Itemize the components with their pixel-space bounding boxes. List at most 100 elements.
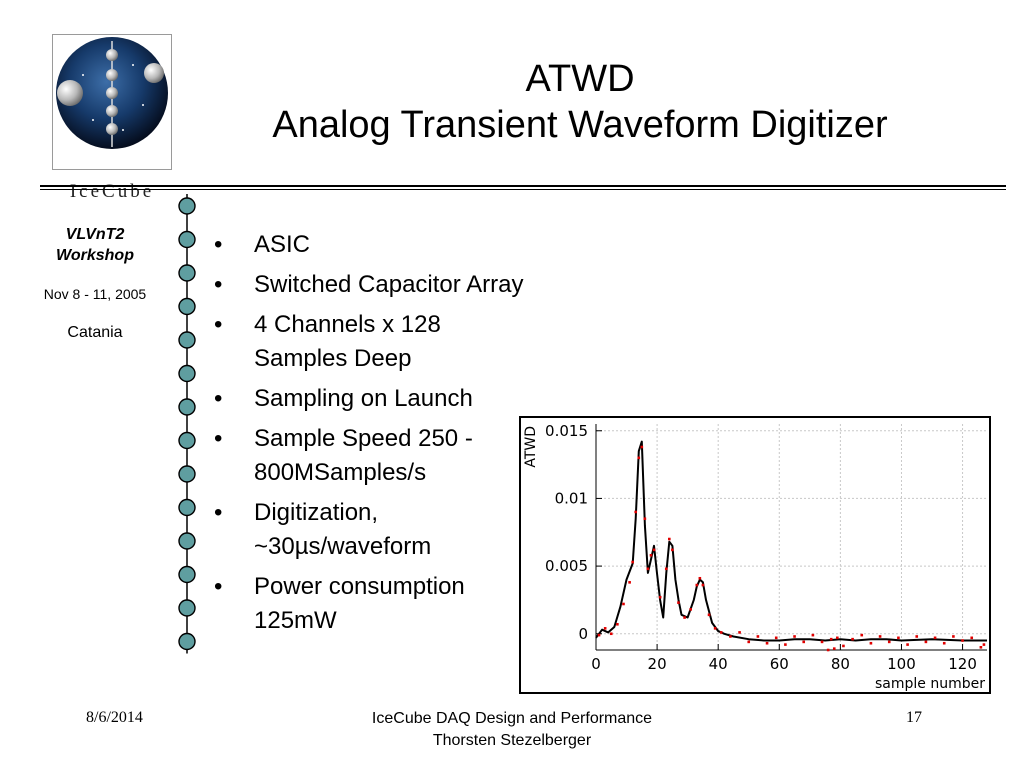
data-point <box>756 635 760 638</box>
footer-presentation-title: IceCube DAQ Design and Performance <box>371 710 653 727</box>
workshop-name-line-2: Workshop <box>56 247 134 264</box>
dom-string-icon <box>178 194 196 654</box>
footer-author: Thorsten Stezelberger <box>432 732 592 749</box>
y-tick-label: 0.015 <box>545 422 588 440</box>
data-point <box>631 560 634 564</box>
x-tick-label: 0 <box>591 655 601 673</box>
title-line-1: ATWD <box>525 58 635 100</box>
data-point <box>829 637 833 641</box>
data-point <box>738 631 741 634</box>
atwd-waveform-plot: 0 20 40 60 80 100 120 0 0.005 0.01 0.015 sample num… <box>519 416 991 694</box>
dom-node-icon <box>178 632 196 651</box>
data-point <box>851 637 854 641</box>
dom-string-decoration <box>170 190 204 665</box>
data-point <box>887 640 891 644</box>
data-point <box>924 640 928 644</box>
dom-node-icon <box>178 264 196 282</box>
data-point <box>765 641 769 645</box>
data-point <box>747 640 751 644</box>
data-point <box>774 636 778 640</box>
data-point <box>933 636 937 640</box>
data-point <box>664 567 668 571</box>
icecube-globe-icon <box>56 37 168 149</box>
data-point <box>915 635 919 638</box>
data-point <box>906 643 909 646</box>
data-point <box>640 445 644 449</box>
data-point <box>658 595 662 599</box>
data-point <box>842 644 845 648</box>
data-point <box>637 456 641 460</box>
dom-node-icon <box>178 465 196 483</box>
footer-center: IceCube DAQ Design and Performance Thors… <box>312 708 712 752</box>
bullet-item: 4 Channels x 128 Samples Deep <box>214 308 524 376</box>
data-point <box>634 510 638 514</box>
data-point <box>646 567 650 571</box>
data-point <box>820 640 824 644</box>
dom-node-icon <box>178 431 196 450</box>
bullet-item: Switched Capacitor Array <box>214 268 524 302</box>
data-point <box>897 636 900 640</box>
dom-node-icon <box>178 398 196 416</box>
workshop-name: VLVnT2 Workshop <box>22 224 168 266</box>
data-point <box>979 645 983 649</box>
data-point <box>677 601 680 604</box>
x-tick-label: 20 <box>648 655 667 673</box>
data-point <box>832 647 836 650</box>
data-point <box>860 633 864 637</box>
data-point <box>652 548 656 552</box>
x-tick-label: 80 <box>831 655 850 673</box>
data-point <box>671 548 674 552</box>
dom-node-icon <box>178 230 196 249</box>
dom-node-icon <box>178 297 196 316</box>
y-axis-label: ATWD <box>523 426 539 468</box>
data-point <box>719 631 723 634</box>
title-divider-thin <box>40 189 1006 190</box>
slide-title: ATWD Analog Transient Waveform Digitizer <box>180 56 980 148</box>
bullet-item: Digitization, ~30µs/waveform <box>214 496 524 564</box>
series-fit-line <box>595 440 987 642</box>
y-tick-label: 0.005 <box>545 557 588 575</box>
workshop-dates: Nov 8 - 11, 2005 <box>43 286 147 302</box>
data-point <box>683 616 686 619</box>
bullet-item: ASIC <box>214 228 524 262</box>
dom-node-icon <box>178 532 196 550</box>
data-point <box>982 643 986 646</box>
data-point <box>961 639 964 642</box>
data-point <box>970 636 974 640</box>
data-point <box>649 553 653 557</box>
bullet-list: ASIC Switched Capacitor Array 4 Channels… <box>214 228 524 644</box>
dom-node-icon <box>178 197 196 215</box>
x-axis-label: sample number <box>875 676 985 692</box>
x-tick-label: 40 <box>709 655 728 673</box>
data-point <box>622 602 625 606</box>
page-number: 17 <box>906 709 922 726</box>
data-point <box>729 635 732 638</box>
x-tick-label: 60 <box>770 655 789 673</box>
footer-date: 8/6/2014 <box>86 709 143 726</box>
data-point <box>609 632 613 636</box>
data-point <box>698 576 702 580</box>
x-tick-label: 100 <box>887 655 916 673</box>
title-line-2: Analog Transient Waveform Digitizer <box>272 104 888 146</box>
data-point <box>689 608 692 611</box>
data-point <box>713 627 717 630</box>
icecube-logo: IceCube <box>52 34 172 202</box>
data-point <box>701 583 705 587</box>
data-point <box>628 581 631 584</box>
dom-node-icon <box>178 599 196 617</box>
bullet-item: Power consumption 125mW <box>214 570 524 638</box>
data-point <box>616 622 619 626</box>
y-tick-label: 0 <box>578 625 588 643</box>
workshop-name-line-1: VLVnT2 <box>65 226 125 243</box>
data-point <box>869 641 873 645</box>
data-point <box>942 641 946 645</box>
workshop-location: Catania <box>67 324 123 341</box>
bullet-item: Sample Speed 250 - 800MSamples/s <box>214 422 524 490</box>
data-point <box>826 648 830 652</box>
data-point <box>811 633 815 637</box>
x-tick-label: 120 <box>948 655 977 673</box>
data-point <box>802 640 806 644</box>
data-point <box>643 517 647 521</box>
y-tick-label: 0.01 <box>555 489 588 507</box>
data-point <box>668 537 671 541</box>
